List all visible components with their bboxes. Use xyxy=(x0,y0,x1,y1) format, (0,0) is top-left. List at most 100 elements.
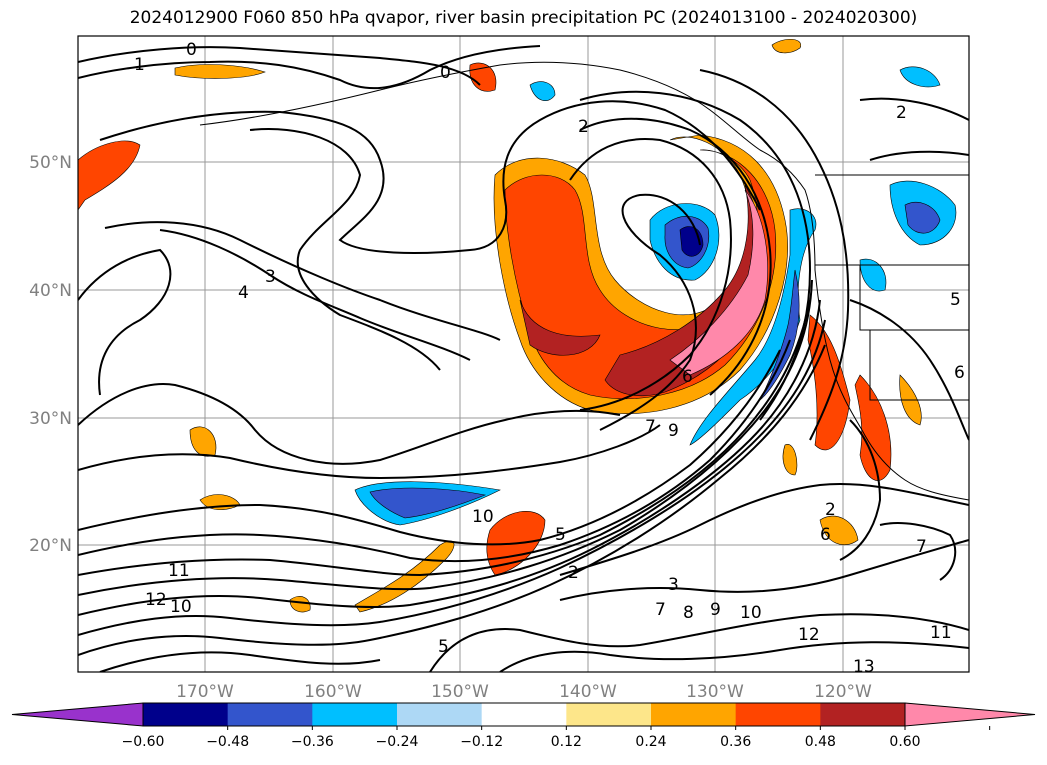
contour-label: 7 xyxy=(645,417,656,437)
colorbar-tick-label: 0.24 xyxy=(635,734,666,750)
colorbar-frame xyxy=(142,702,906,727)
contour-line xyxy=(104,221,501,341)
positive-region xyxy=(78,140,141,211)
contour-line xyxy=(879,522,957,581)
positive-region xyxy=(771,39,802,54)
contour-label: 2 xyxy=(578,117,589,137)
colorbar-extend-max xyxy=(904,702,1036,727)
colorbar-segment xyxy=(566,703,652,726)
contour-line xyxy=(78,46,481,86)
colorbar-segment xyxy=(651,703,737,726)
precip-shading xyxy=(78,39,957,613)
lat-label-40n: 40°N xyxy=(29,281,72,301)
latitude-labels: 50°N 40°N 30°N 20°N xyxy=(29,153,72,556)
qvapor-contours xyxy=(78,45,969,672)
positive-region xyxy=(174,64,266,79)
positive-region xyxy=(519,299,601,356)
lon-label-140w: 140°W xyxy=(559,682,617,702)
contour-label: 5 xyxy=(438,637,449,657)
positive-region xyxy=(354,540,455,613)
colorbar-tick-label: −0.36 xyxy=(291,734,334,750)
contour-label: 6 xyxy=(820,525,831,545)
map-title: 2024012900 F060 850 hPa qvapor, river ba… xyxy=(129,8,918,28)
colorbar-tick-label: 0.36 xyxy=(720,734,751,750)
contour-line xyxy=(78,383,621,465)
contour-label: 13 xyxy=(853,657,875,677)
contour-label: 5 xyxy=(950,290,961,310)
contour-label: 9 xyxy=(668,421,679,441)
positive-region xyxy=(854,374,892,481)
colorbar-segment xyxy=(143,703,229,726)
contour-line xyxy=(99,100,761,254)
lon-label-150w: 150°W xyxy=(431,682,489,702)
negative-region xyxy=(369,487,487,519)
colorbar: −0.60 −0.48 −0.36 −0.24 −0.12 0.12 0.24 0.36 0.4… xyxy=(11,702,1036,750)
contour-line xyxy=(99,651,381,672)
contour-label: 7 xyxy=(655,600,666,620)
contour-label: 4 xyxy=(238,283,249,303)
colorbar-segment xyxy=(397,703,483,726)
colorbar-tick-label: −0.60 xyxy=(122,734,165,750)
contour-label: 10 xyxy=(170,597,192,617)
contour-line xyxy=(559,483,969,576)
contour-line xyxy=(159,229,471,361)
contour-line xyxy=(859,97,969,121)
contour-line xyxy=(249,128,441,371)
contour-line xyxy=(839,419,882,561)
contour-line xyxy=(699,69,850,441)
contour-line xyxy=(579,117,772,396)
contour-label: 1 xyxy=(134,55,145,75)
contour-label: 0 xyxy=(440,63,451,83)
negative-region xyxy=(859,258,887,292)
positive-region xyxy=(469,62,497,92)
contour-line xyxy=(78,299,821,616)
contour-line xyxy=(78,45,541,90)
contour-line xyxy=(869,150,969,161)
lon-label-130w: 130°W xyxy=(686,682,744,702)
contour-label: 3 xyxy=(668,575,679,595)
contour-label: 11 xyxy=(168,561,190,581)
colorbar-segment xyxy=(227,703,313,726)
colorbar-extend-min xyxy=(11,702,144,727)
contour-line xyxy=(499,641,969,672)
contour-label: 6 xyxy=(682,367,693,387)
lon-label-170w: 170°W xyxy=(176,682,234,702)
lon-label-160w: 160°W xyxy=(304,682,362,702)
contour-label: 11 xyxy=(930,623,952,643)
map-frame xyxy=(77,35,970,673)
contour-label: 9 xyxy=(710,600,721,620)
contour-label: 8 xyxy=(683,603,694,623)
contour-label: 6 xyxy=(954,363,965,383)
contour-labels: 0 0 1 2 2 3 4 5 6 7 9 10 11 12 10 5 2 3 … xyxy=(134,40,965,677)
contour-line xyxy=(849,299,969,441)
contour-line xyxy=(429,613,969,672)
contour-line xyxy=(78,339,791,563)
contour-line xyxy=(78,299,811,577)
contour-line xyxy=(78,319,826,636)
map-content: 0 0 1 2 2 3 4 5 6 7 9 10 11 12 10 5 2 3 … xyxy=(78,36,969,677)
contour-label: 10 xyxy=(740,603,762,623)
colorbar-segment xyxy=(735,703,821,726)
contour-label: 5 xyxy=(555,525,566,545)
contour-label: 12 xyxy=(145,590,167,610)
negative-region xyxy=(899,66,941,88)
positive-region xyxy=(782,444,798,476)
longitude-labels: 170°W 160°W 150°W 140°W 130°W 120°W xyxy=(176,682,872,702)
contour-line xyxy=(78,248,172,396)
contour-label: 0 xyxy=(186,40,197,60)
positive-region xyxy=(289,596,311,613)
coastline xyxy=(199,61,969,501)
positive-region xyxy=(819,515,859,545)
contour-line xyxy=(569,138,732,411)
contour-label: 10 xyxy=(472,507,494,527)
colorbar-tick-label: −0.24 xyxy=(376,734,419,750)
contour-label: 3 xyxy=(265,267,276,287)
lat-label-20n: 20°N xyxy=(29,536,72,556)
contour-line xyxy=(78,349,781,546)
lat-label-50n: 50°N xyxy=(29,153,72,173)
contour-line xyxy=(579,90,812,421)
contour-line xyxy=(599,193,701,431)
colorbar-tick-label: 0.60 xyxy=(889,734,920,750)
contour-label: 2 xyxy=(896,103,907,123)
